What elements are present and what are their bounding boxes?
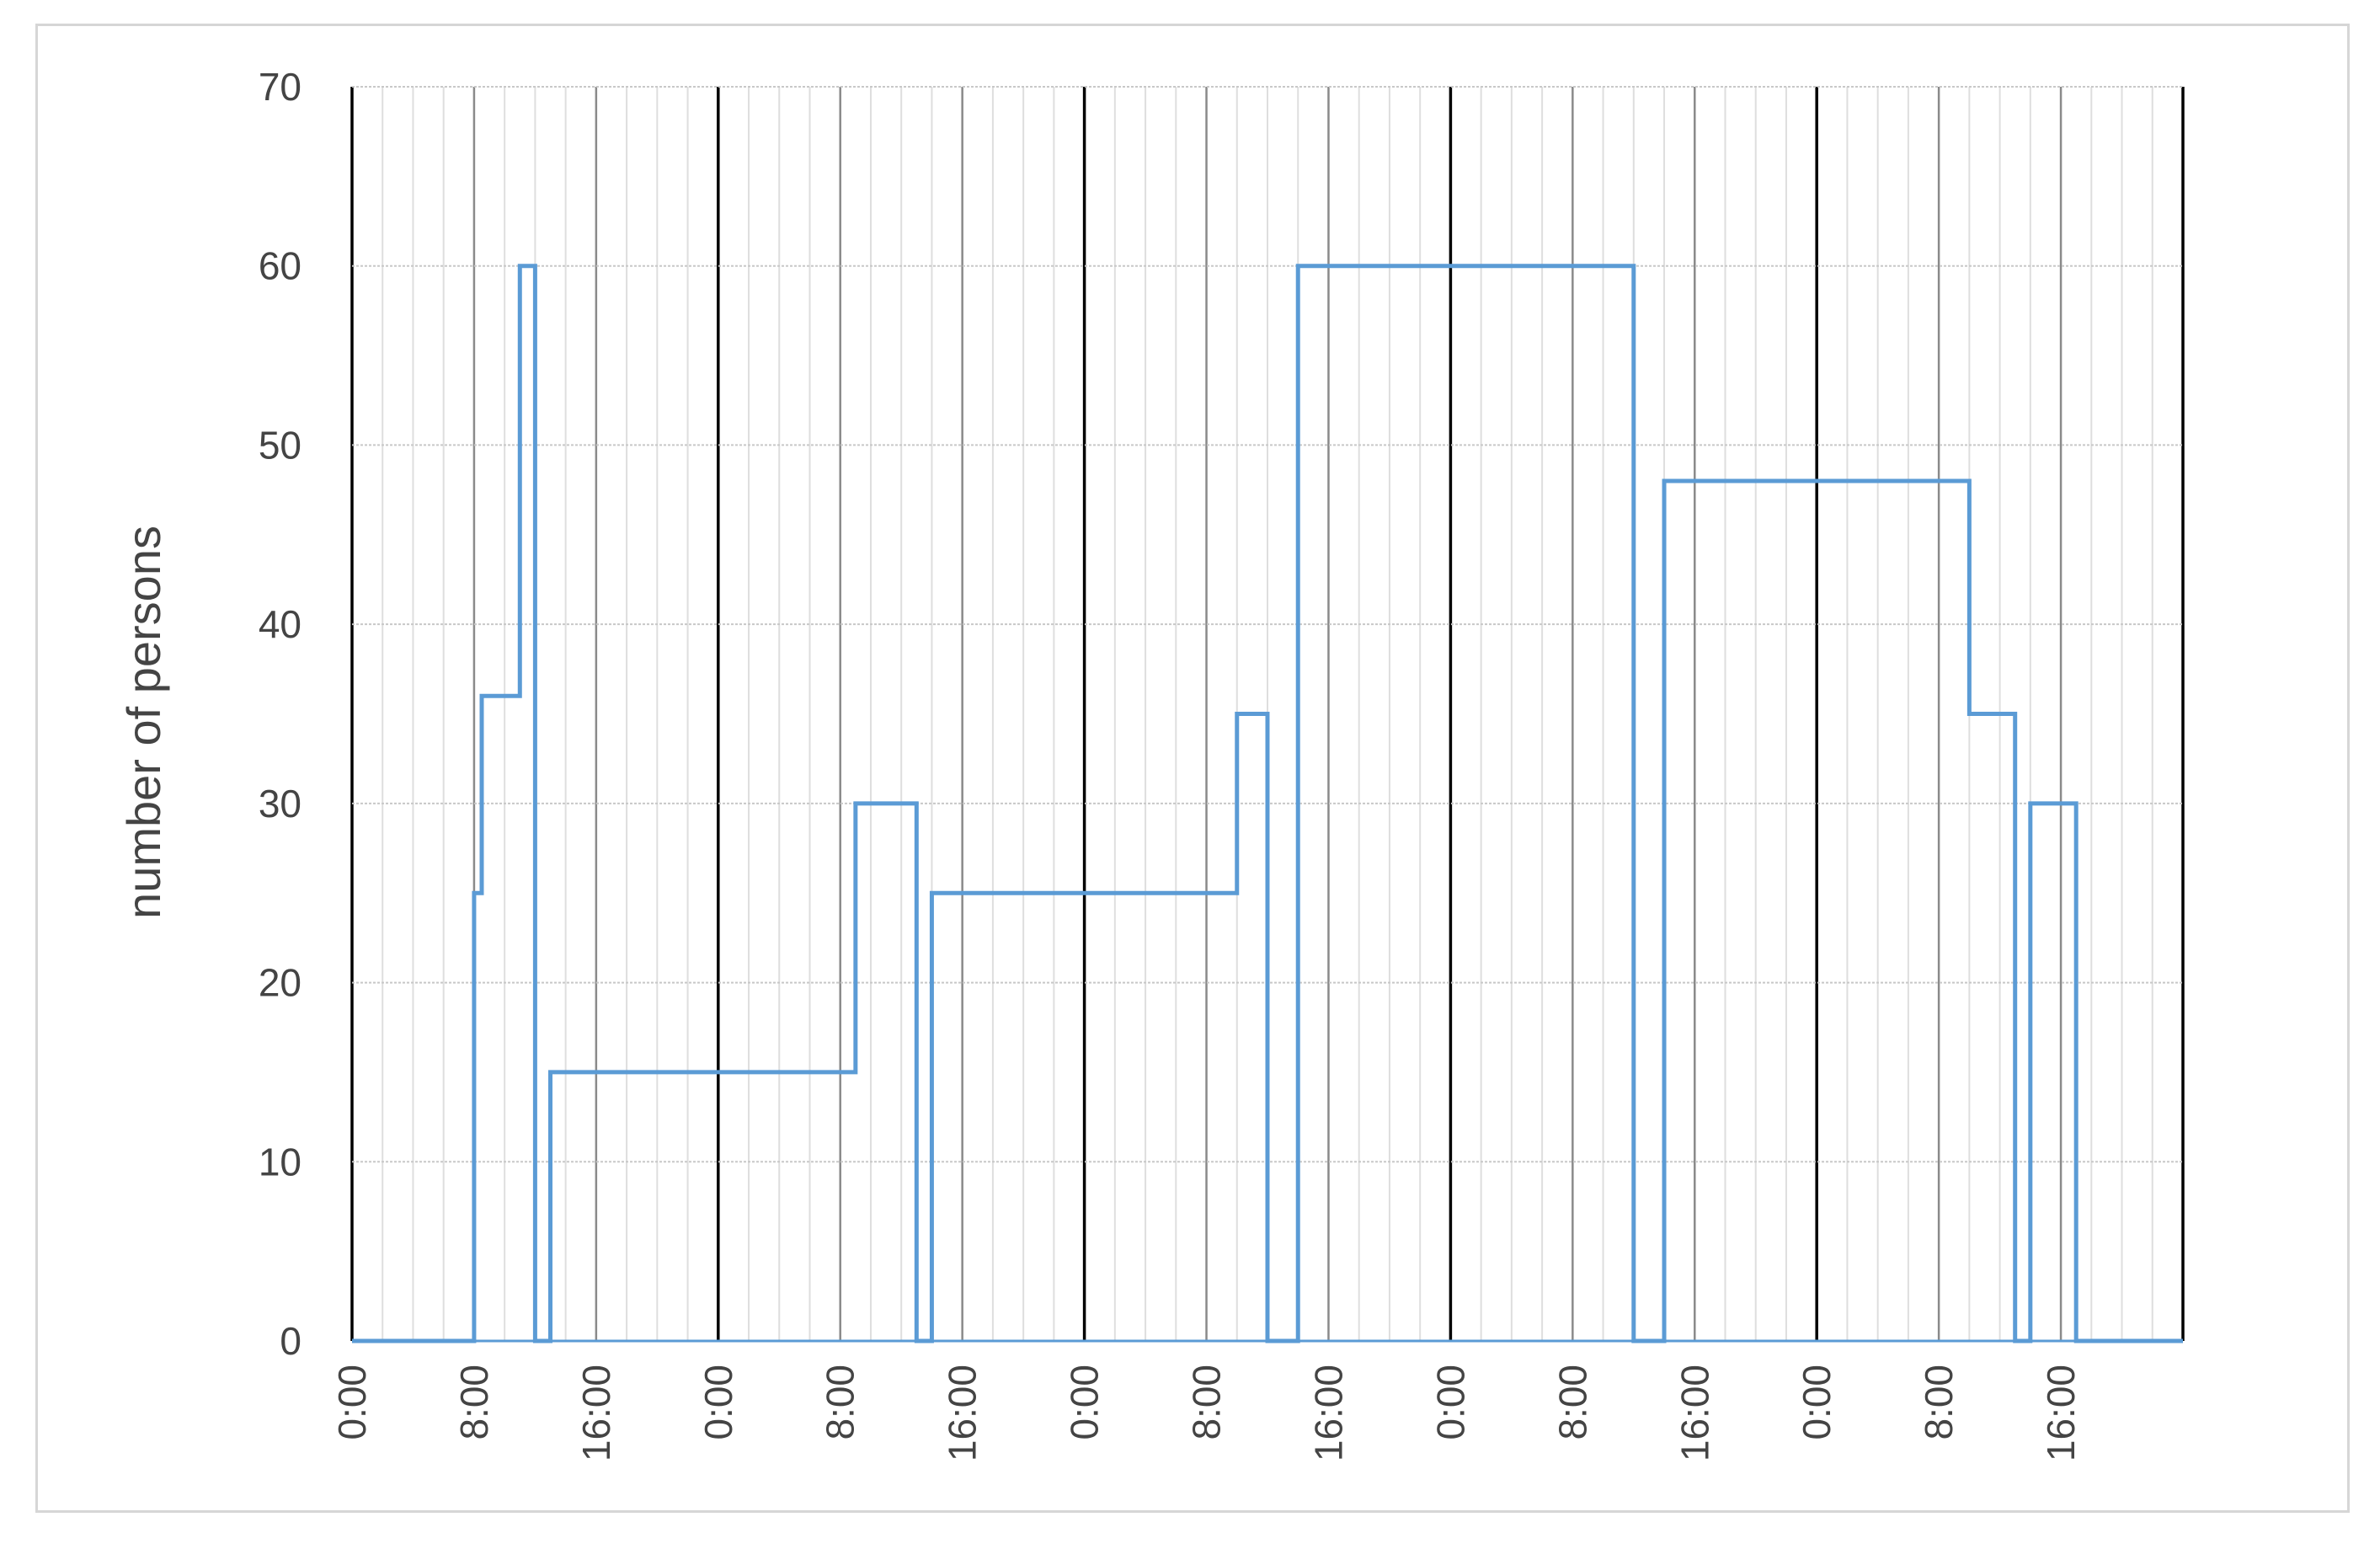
y-tick-label: 30 bbox=[259, 782, 302, 825]
y-tick-label: 10 bbox=[259, 1140, 302, 1183]
x-tick-label: 8:00 bbox=[1550, 1365, 1594, 1440]
x-tick-label: 0:00 bbox=[696, 1365, 740, 1440]
y-tick-label: 50 bbox=[259, 423, 302, 467]
x-tick-label: 16:00 bbox=[2039, 1365, 2083, 1461]
x-tick-label: 0:00 bbox=[1428, 1365, 1472, 1440]
x-tick-label: 8:00 bbox=[819, 1365, 862, 1440]
series-line bbox=[352, 264, 2183, 1343]
y-tick-label: 60 bbox=[259, 244, 302, 288]
y-tick-label: 40 bbox=[259, 602, 302, 646]
x-tick-label: 16:00 bbox=[1673, 1365, 1716, 1461]
chart-frame bbox=[35, 24, 2350, 1513]
y-tick-label: 0 bbox=[280, 1319, 302, 1363]
x-tick-label: 0:00 bbox=[1795, 1365, 1838, 1440]
x-tick-label: 16:00 bbox=[574, 1365, 618, 1461]
x-tick-label: 8:00 bbox=[452, 1365, 496, 1440]
x-tick-label: 16:00 bbox=[1306, 1365, 1350, 1461]
x-tick-label: 16:00 bbox=[941, 1365, 985, 1461]
x-tick-label: 8:00 bbox=[1917, 1365, 1961, 1440]
y-tick-label: 70 bbox=[259, 65, 302, 109]
x-tick-label: 0:00 bbox=[330, 1365, 374, 1440]
y-tick-label: 20 bbox=[259, 961, 302, 1005]
x-tick-label: 8:00 bbox=[1185, 1365, 1229, 1440]
x-tick-label: 0:00 bbox=[1063, 1365, 1107, 1440]
y-axis-label: number of persons bbox=[117, 526, 170, 919]
